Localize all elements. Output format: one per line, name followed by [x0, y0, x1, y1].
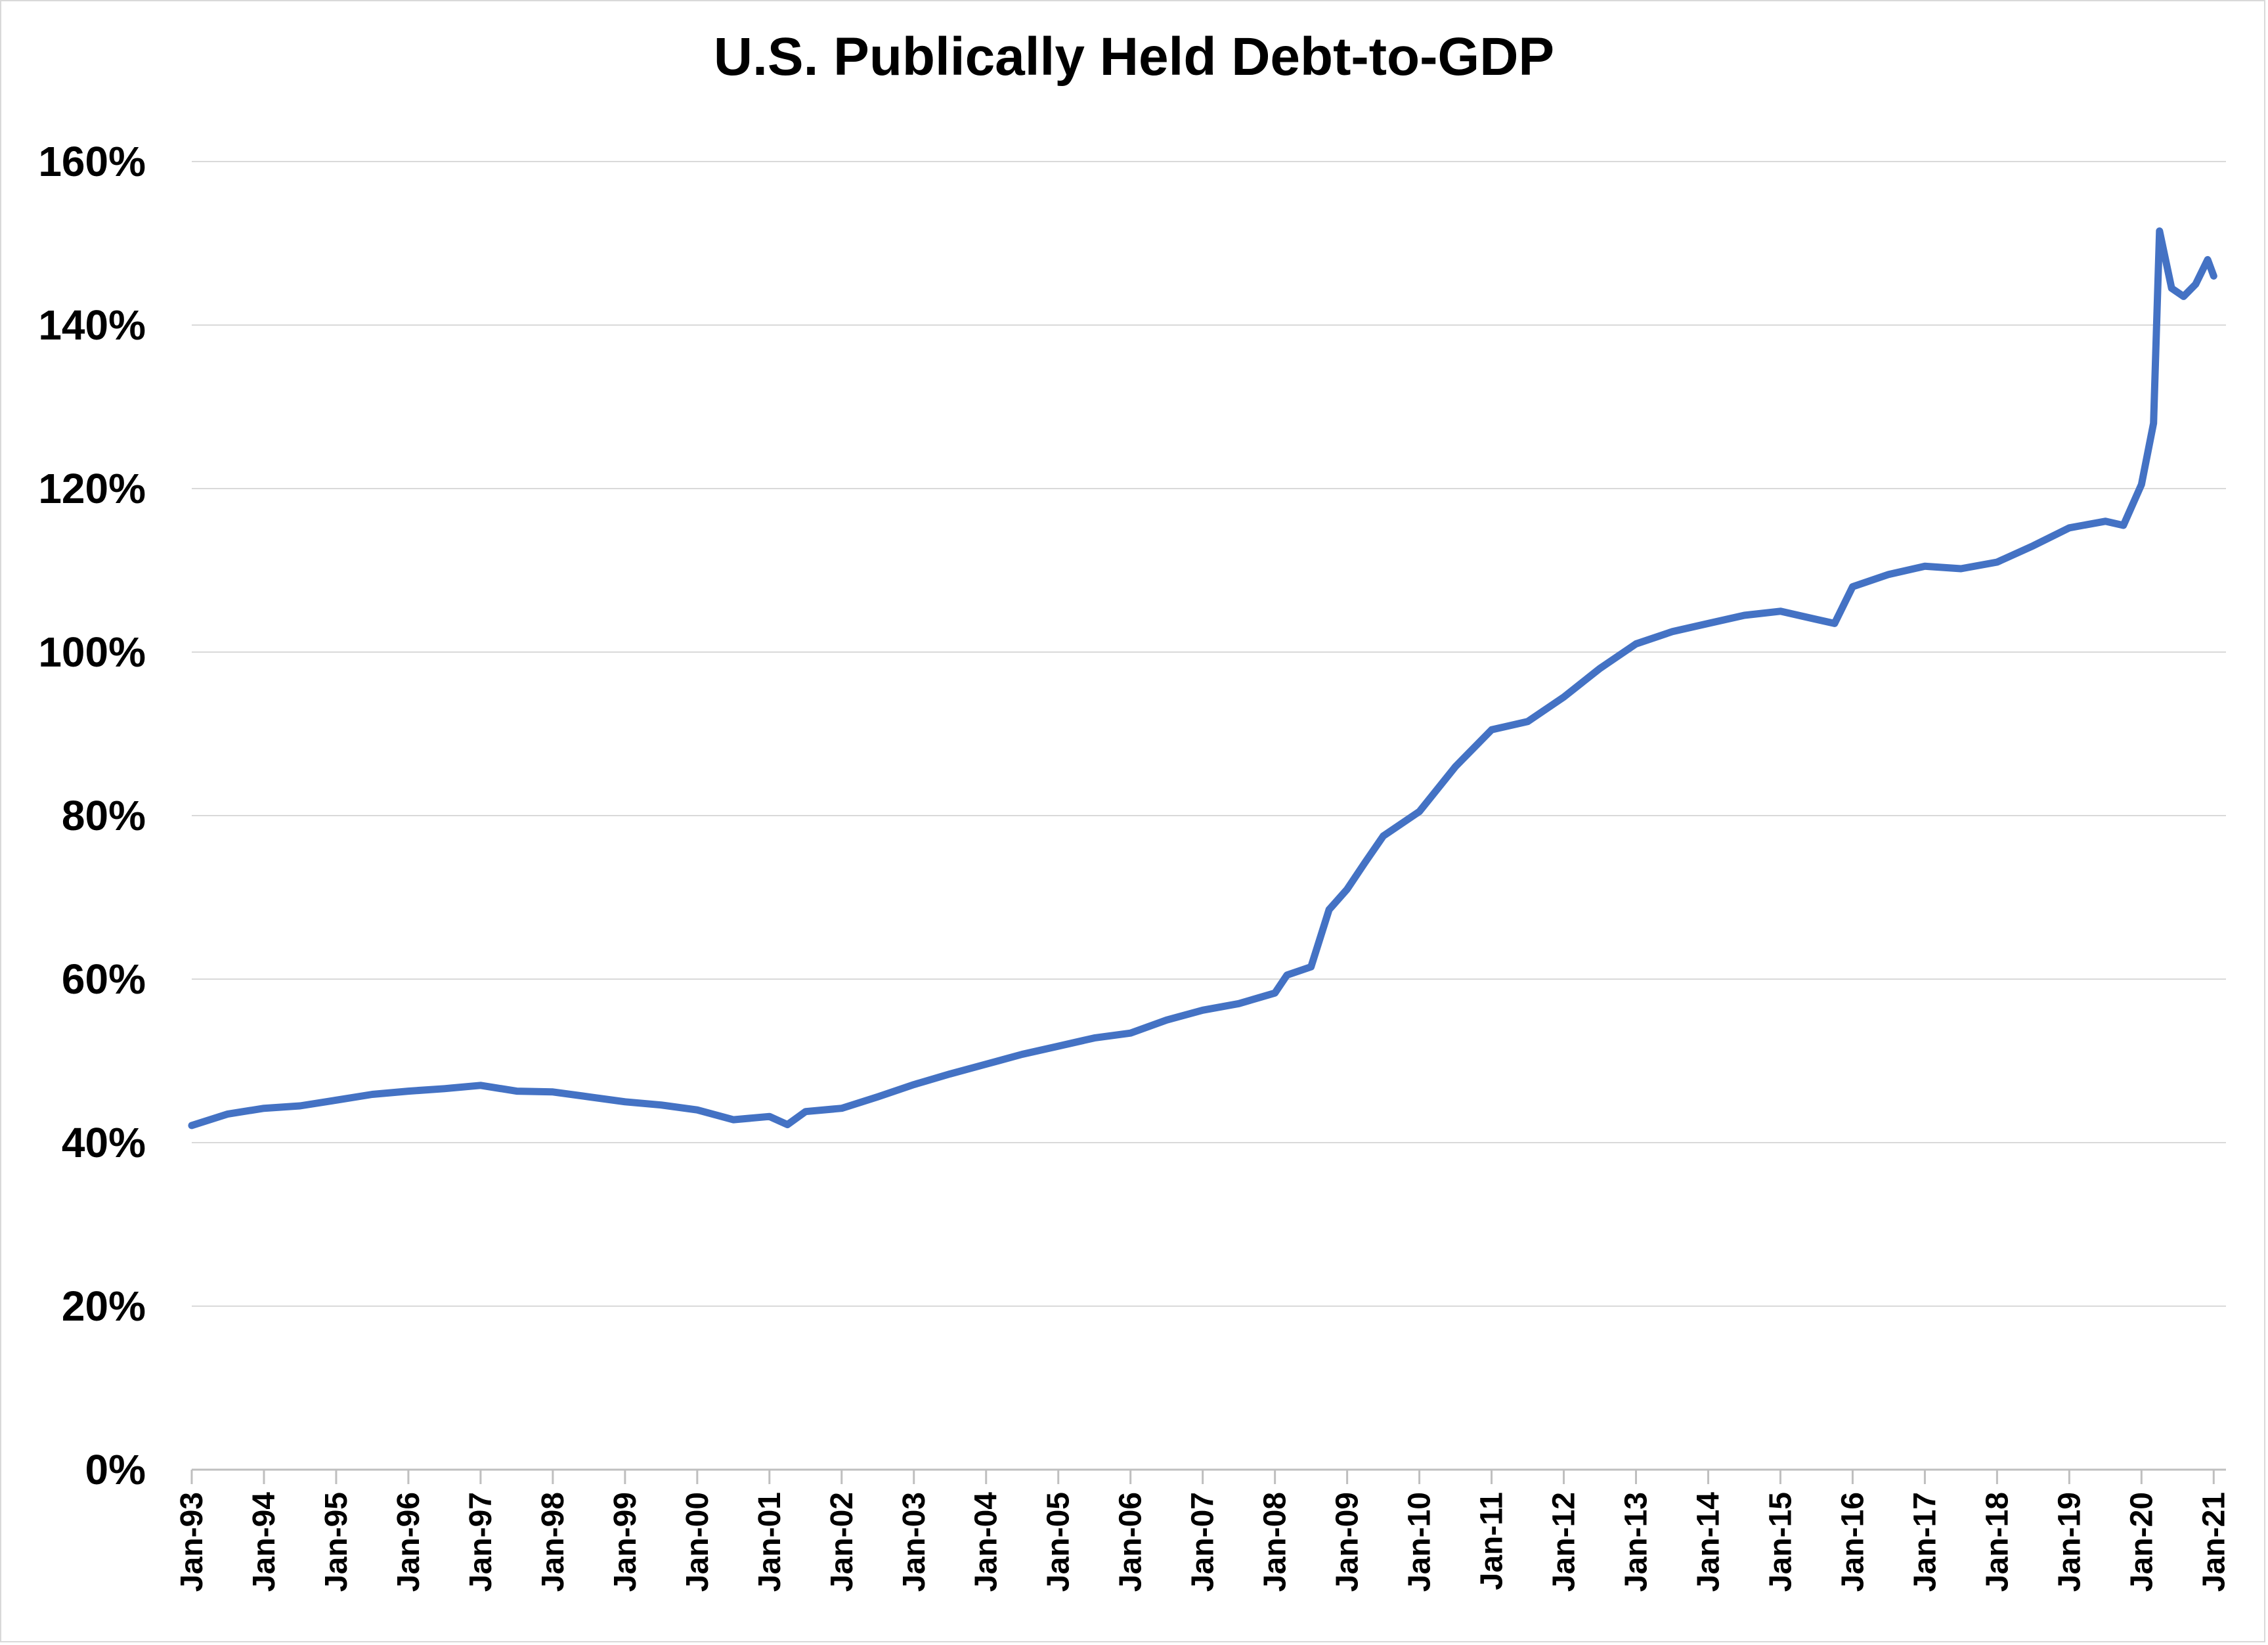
- x-tick-label: Jan-10: [1403, 1492, 1437, 1592]
- x-tick-label: Jan-14: [1691, 1492, 1726, 1592]
- y-tick-label: 40%: [62, 1119, 146, 1166]
- y-tick-label: 0%: [85, 1446, 146, 1493]
- x-tick-label: Jan-03: [897, 1492, 932, 1592]
- x-tick-label: Jan-01: [752, 1492, 787, 1592]
- x-tick-label: Jan-94: [247, 1492, 282, 1592]
- x-tick-label: Jan-93: [175, 1492, 209, 1592]
- x-tick-label: Jan-13: [1619, 1492, 1654, 1592]
- x-tick-label: Jan-02: [825, 1492, 860, 1592]
- x-tick-label: Jan-18: [1980, 1492, 2015, 1592]
- x-tick-label: Jan-16: [1835, 1492, 1870, 1592]
- x-tick-label: Jan-20: [2124, 1492, 2159, 1592]
- x-tick-label: Jan-97: [464, 1492, 498, 1592]
- x-tick-label: Jan-96: [391, 1492, 426, 1592]
- chart-title: U.S. Publically Held Debt-to-GDP: [713, 27, 1555, 87]
- y-tick-label: 20%: [62, 1283, 146, 1330]
- series-group: [188, 227, 2217, 1130]
- x-tick-label: Jan-08: [1258, 1492, 1293, 1592]
- x-tick-label: Jan-07: [1186, 1492, 1221, 1592]
- x-tick-label: Jan-98: [536, 1492, 571, 1592]
- y-tick-label: 140%: [38, 301, 146, 349]
- x-tick-label: Jan-15: [1763, 1492, 1798, 1592]
- y-tick-label: 60%: [62, 955, 146, 1003]
- x-tick-label: Jan-04: [969, 1492, 1004, 1592]
- x-tick-label: Jan-95: [319, 1492, 354, 1592]
- x-tick-label: Jan-09: [1330, 1492, 1365, 1592]
- x-tick-label: Jan-06: [1114, 1492, 1148, 1592]
- x-tick-label: Jan-00: [680, 1492, 715, 1592]
- series-line: [188, 227, 2217, 1130]
- x-tick-label: Jan-21: [2196, 1492, 2231, 1592]
- x-tick-label: Jan-19: [2052, 1492, 2087, 1592]
- x-tick-label: Jan-11: [1475, 1492, 1510, 1590]
- x-tick-label: Jan-05: [1041, 1492, 1076, 1592]
- y-tick-label: 80%: [62, 792, 146, 839]
- y-tick-label: 100%: [38, 628, 146, 676]
- x-tick-label: Jan-99: [608, 1492, 643, 1592]
- y-axis-ticks: 0% 20% 40% 60% 80% 100% 120% 140% 160%: [38, 138, 146, 1493]
- gridlines: [192, 161, 2226, 1307]
- x-tick-label: Jan-12: [1547, 1492, 1582, 1592]
- x-axis: Jan-93 Jan-94 Jan-95 Jan-96 Jan-97 Jan-98 Jan-…: [175, 1468, 2231, 1592]
- y-tick-label: 160%: [38, 138, 146, 185]
- y-tick-label: 120%: [38, 465, 146, 512]
- x-tick-label: Jan-17: [1908, 1492, 1942, 1592]
